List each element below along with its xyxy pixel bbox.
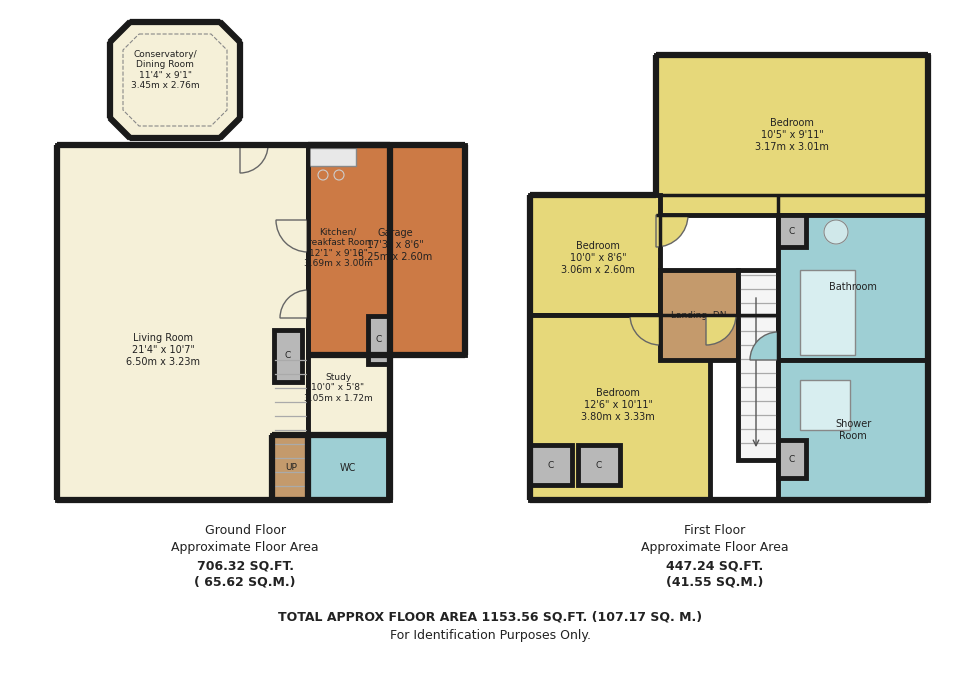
Text: Bedroom
10'0" x 8'6"
3.06m x 2.60m: Bedroom 10'0" x 8'6" 3.06m x 2.60m [562, 241, 635, 274]
Text: Ground Floor: Ground Floor [205, 523, 285, 536]
Bar [778, 215, 806, 247]
Text: Approximate Floor Area: Approximate Floor Area [641, 541, 789, 554]
Wedge shape [750, 332, 778, 360]
Wedge shape [630, 315, 660, 345]
Bar [800, 380, 850, 430]
Circle shape [824, 220, 848, 244]
Wedge shape [706, 315, 736, 345]
Bar [368, 316, 390, 364]
Bar [778, 215, 928, 360]
Text: Shower
Room: Shower Room [835, 419, 871, 441]
Bar [308, 145, 390, 500]
Text: C: C [376, 335, 382, 344]
Bar [530, 195, 660, 315]
Text: Garage
17'3" x 8'6"
5.25m x 2.60m: Garage 17'3" x 8'6" 5.25m x 2.60m [358, 229, 432, 261]
Text: 447.24 SQ.FT.: 447.24 SQ.FT. [666, 559, 763, 572]
Text: Conservatory/
Dining Room
11'4" x 9'1"
3.45m x 2.76m: Conservatory/ Dining Room 11'4" x 9'1" 3… [130, 50, 199, 90]
Bar [57, 145, 308, 500]
Text: C: C [789, 455, 795, 464]
Text: Landing  DN: Landing DN [671, 310, 727, 319]
Text: Bathroom: Bathroom [829, 282, 877, 292]
Bar [578, 445, 620, 485]
Bar [656, 55, 928, 215]
Text: Bedroom
12'6" x 10'11"
3.80m x 3.33m: Bedroom 12'6" x 10'11" 3.80m x 3.33m [581, 388, 655, 421]
Bar [530, 445, 572, 485]
Text: C: C [285, 351, 291, 360]
Text: 706.32 SQ.FT.: 706.32 SQ.FT. [197, 559, 293, 572]
Bar [778, 440, 806, 478]
Text: Bedroom
10'5" x 9'11"
3.17m x 3.01m: Bedroom 10'5" x 9'11" 3.17m x 3.01m [755, 119, 829, 152]
Bar [530, 315, 710, 500]
Wedge shape [656, 215, 688, 247]
Text: C: C [789, 227, 795, 236]
Bar [308, 435, 388, 500]
Text: For Identification Purposes Only.: For Identification Purposes Only. [389, 629, 591, 642]
Bar [738, 270, 778, 460]
Text: First Floor: First Floor [684, 523, 746, 536]
Text: TOTAL APPROX FLOOR AREA 1153.56 SQ.FT. (107.17 SQ. M.): TOTAL APPROX FLOOR AREA 1153.56 SQ.FT. (… [278, 611, 702, 624]
Wedge shape [276, 220, 308, 252]
Text: Study
10'0" x 5'8"
3.05m x 1.72m: Study 10'0" x 5'8" 3.05m x 1.72m [304, 373, 372, 403]
Text: Approximate Floor Area: Approximate Floor Area [172, 541, 318, 554]
Bar [272, 435, 310, 500]
Wedge shape [240, 145, 268, 173]
Text: Living Room
21'4" x 10'7"
6.50m x 3.23m: Living Room 21'4" x 10'7" 6.50m x 3.23m [126, 333, 200, 367]
Text: (41.55 SQ.M.): (41.55 SQ.M.) [666, 575, 763, 588]
Bar [308, 145, 465, 355]
Wedge shape [280, 290, 308, 318]
Bar [274, 330, 302, 382]
Bar [778, 360, 928, 500]
Polygon shape [110, 22, 240, 138]
Bar [660, 270, 738, 360]
Text: C: C [548, 461, 554, 469]
Bar [800, 270, 855, 355]
Bar [308, 148, 356, 166]
Text: C: C [596, 461, 602, 469]
Text: ( 65.62 SQ.M.): ( 65.62 SQ.M.) [194, 575, 296, 588]
Text: Kitchen/
Breakfast Room
12'1" x 9'10"
3.69m x 3.00m: Kitchen/ Breakfast Room 12'1" x 9'10" 3.… [302, 228, 373, 268]
Text: UP: UP [285, 464, 297, 473]
Text: WC: WC [340, 463, 356, 473]
